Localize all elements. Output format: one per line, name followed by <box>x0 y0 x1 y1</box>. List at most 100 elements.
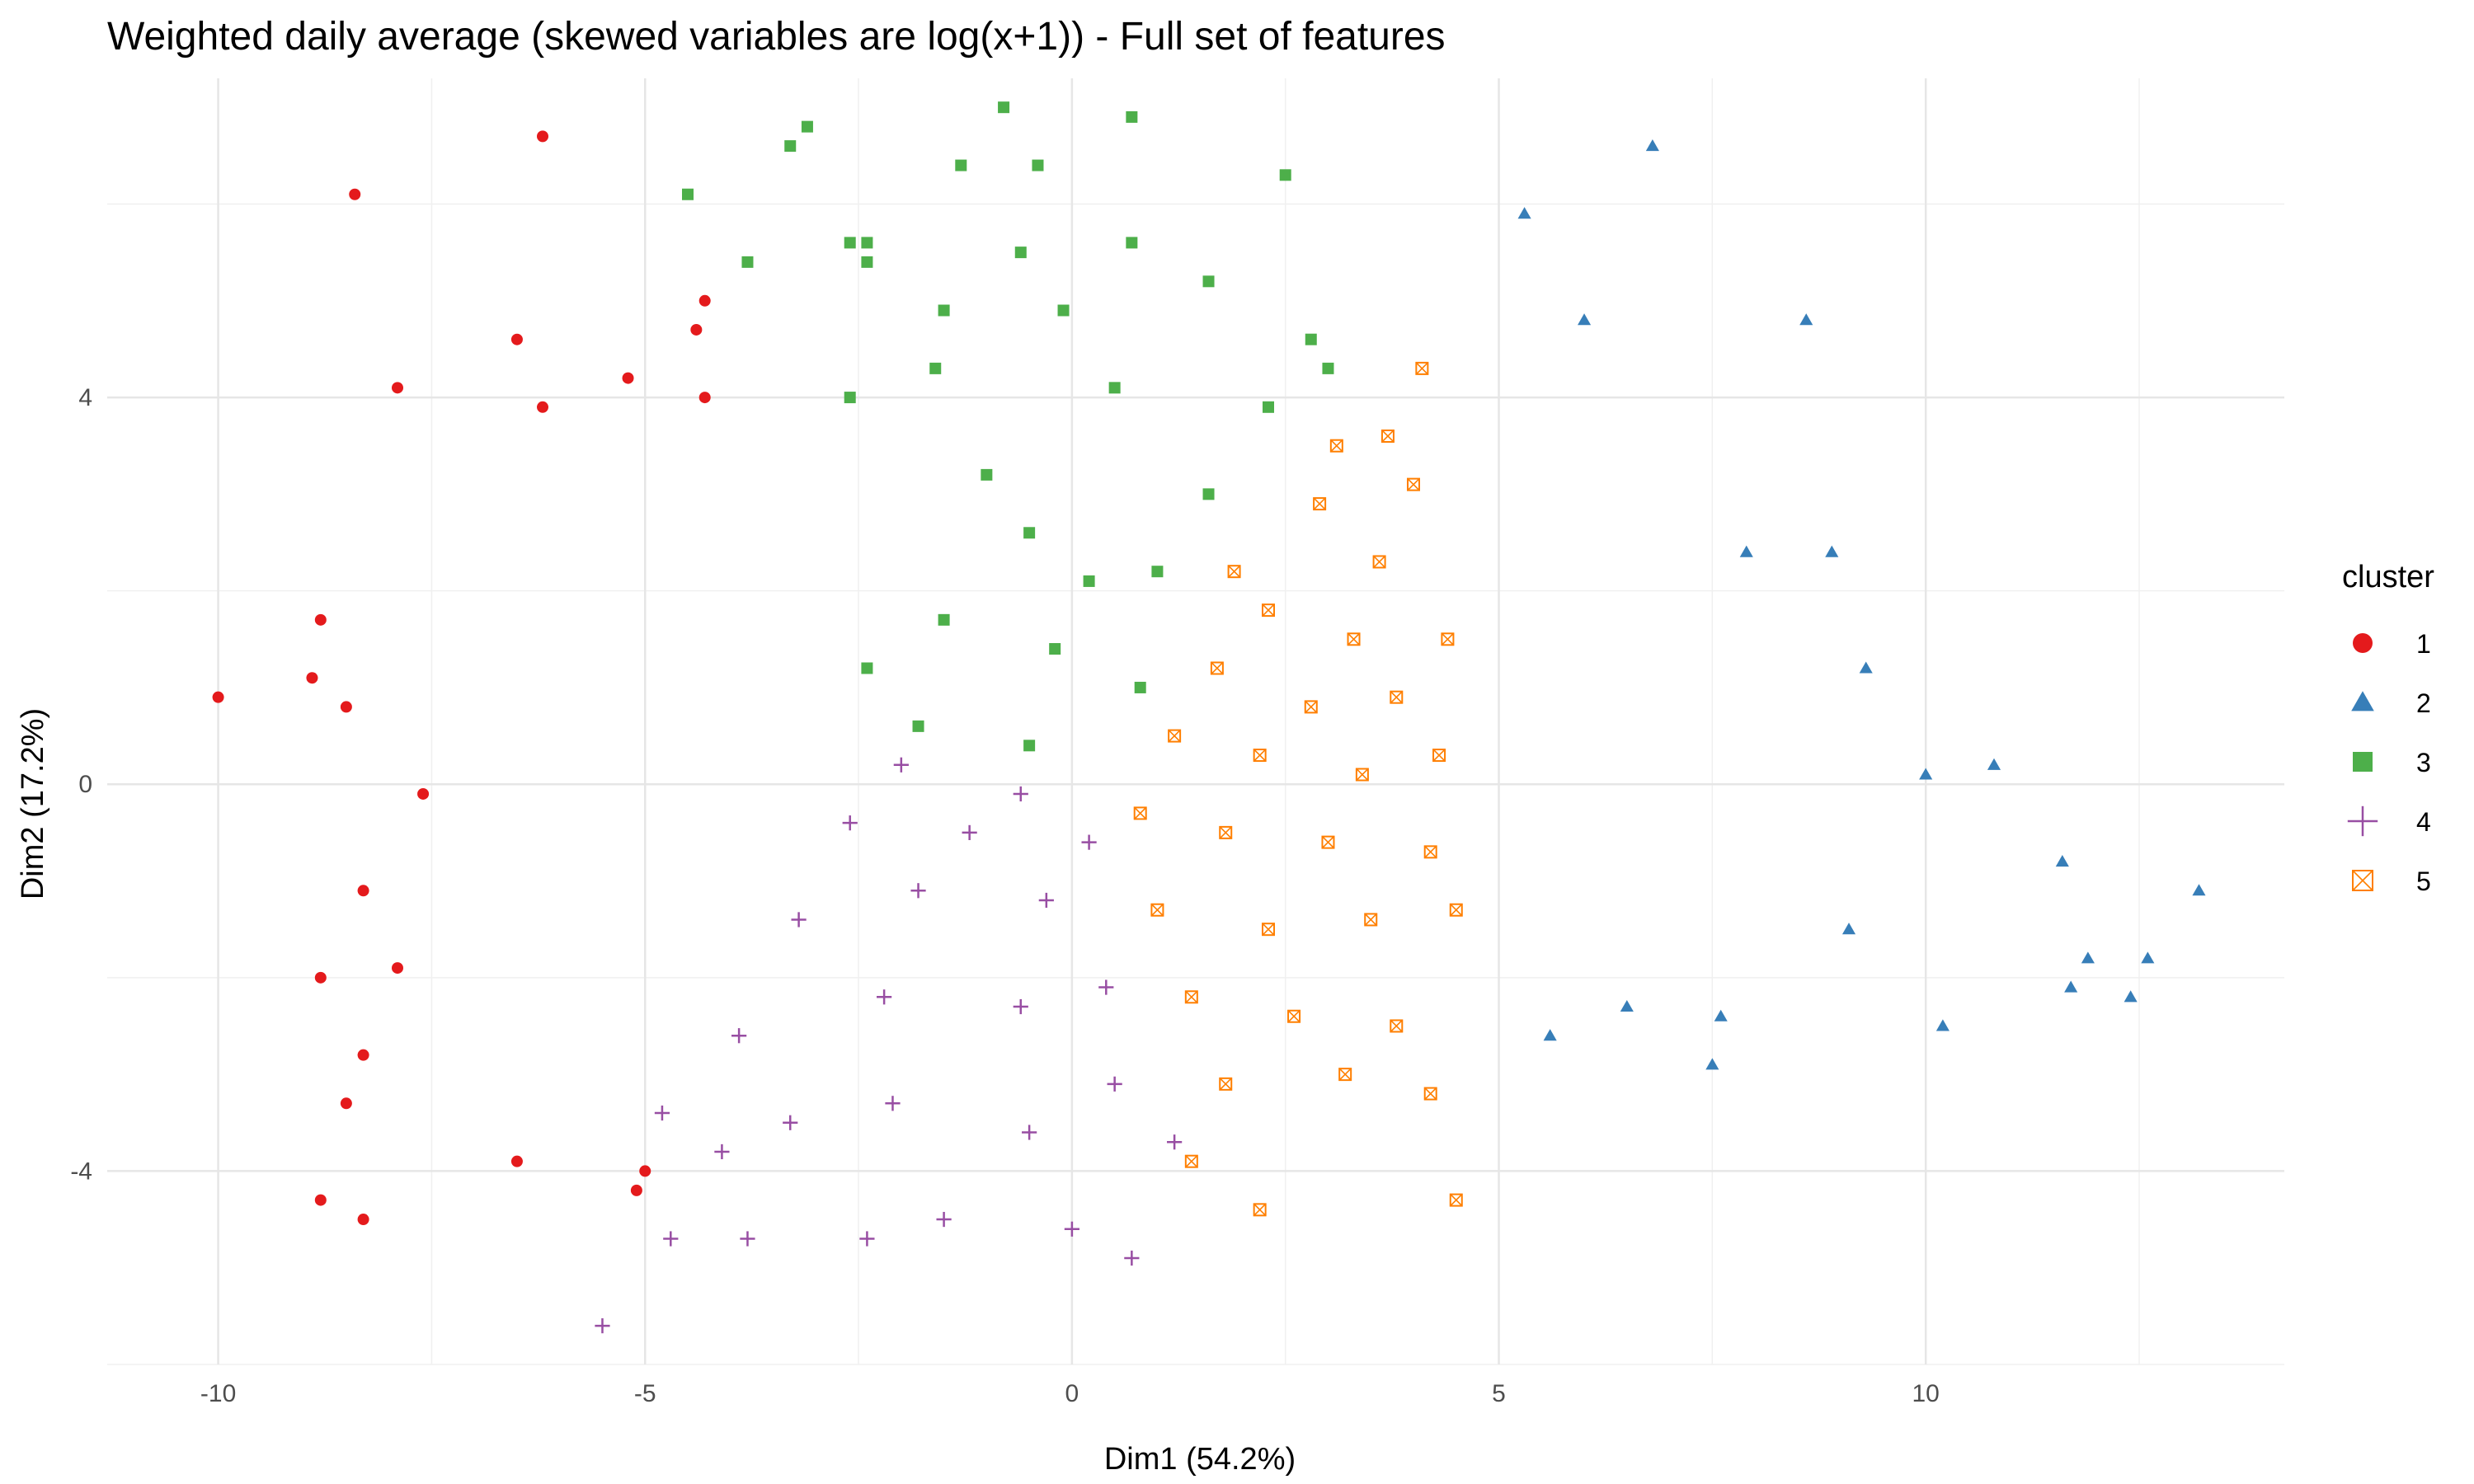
series-cluster-4 <box>595 757 1183 1334</box>
legend-item-4: 4 <box>2347 805 2431 837</box>
data-point-cluster-4 <box>1124 1250 1140 1266</box>
data-point-cluster-2 <box>1841 923 1856 935</box>
data-point-cluster-2 <box>1578 313 1592 326</box>
data-point-cluster-4 <box>1167 1134 1183 1150</box>
data-point-cluster-5 <box>1423 1087 1437 1101</box>
data-point-cluster-4 <box>1107 1076 1122 1092</box>
data-point-cluster-1 <box>698 294 711 307</box>
data-point-cluster-1 <box>314 613 327 626</box>
data-point-cluster-3 <box>861 256 873 268</box>
legend-marker-4 <box>2347 805 2378 837</box>
data-point-cluster-1 <box>357 885 369 897</box>
data-point-cluster-5 <box>1432 749 1446 763</box>
data-point-cluster-5 <box>1253 1203 1267 1217</box>
data-point-cluster-5 <box>1219 825 1233 839</box>
data-point-cluster-1 <box>306 672 318 684</box>
data-point-cluster-4 <box>1013 786 1028 802</box>
data-point-cluster-2 <box>2124 990 2138 1003</box>
data-point-cluster-3 <box>938 304 950 317</box>
legend-items: 1 2 3 4 5 <box>2347 629 2431 896</box>
data-point-cluster-3 <box>784 140 797 153</box>
data-point-cluster-1 <box>537 401 548 413</box>
data-point-cluster-4 <box>893 757 909 773</box>
data-point-cluster-3 <box>1057 304 1070 317</box>
data-point-cluster-2 <box>2192 884 2206 896</box>
data-point-cluster-1 <box>622 372 634 384</box>
data-point-cluster-5 <box>1364 913 1378 927</box>
data-point-cluster-4 <box>936 1211 952 1228</box>
data-point-cluster-4 <box>962 824 977 840</box>
data-point-cluster-3 <box>1305 333 1317 345</box>
data-point-cluster-1 <box>357 1214 369 1226</box>
data-point-cluster-1 <box>392 382 403 394</box>
data-point-cluster-2 <box>1825 545 1839 557</box>
data-point-cluster-3 <box>955 159 967 171</box>
legend-marker-2 <box>2351 691 2374 711</box>
data-point-cluster-4 <box>885 1096 901 1111</box>
legend-item-2: 2 <box>2351 688 2431 718</box>
data-point-cluster-4 <box>877 989 892 1005</box>
x-tick-label: 10 <box>1912 1380 1939 1407</box>
legend: cluster 1 2 3 4 5 <box>2342 560 2434 896</box>
data-point-cluster-5 <box>1253 749 1267 763</box>
data-point-cluster-3 <box>1151 566 1164 578</box>
data-point-cluster-5 <box>1168 729 1182 743</box>
legend-label-3: 3 <box>2416 748 2431 777</box>
data-point-cluster-4 <box>714 1144 730 1160</box>
x-tick-label: -5 <box>634 1380 656 1407</box>
data-point-cluster-5 <box>1372 555 1386 569</box>
data-point-cluster-4 <box>731 1028 747 1044</box>
data-point-cluster-1 <box>537 130 548 143</box>
data-point-cluster-5 <box>1390 1019 1404 1033</box>
data-point-cluster-5 <box>1423 845 1437 859</box>
legend-item-1: 1 <box>2353 629 2431 659</box>
data-point-cluster-4 <box>783 1115 798 1130</box>
data-point-cluster-5 <box>1347 632 1361 646</box>
legend-item-5: 5 <box>2352 866 2431 896</box>
data-point-cluster-5 <box>1449 903 1463 917</box>
legend-label-1: 1 <box>2416 629 2431 659</box>
data-point-cluster-4 <box>663 1231 679 1247</box>
legend-marker-3 <box>2353 752 2373 772</box>
data-point-cluster-3 <box>844 392 856 404</box>
legend-label-5: 5 <box>2416 866 2431 896</box>
data-point-cluster-4 <box>1098 979 1114 995</box>
data-point-cluster-2 <box>2064 980 2078 993</box>
data-point-cluster-5 <box>1449 1193 1463 1207</box>
data-point-cluster-5 <box>1262 923 1275 937</box>
data-point-cluster-3 <box>861 237 873 249</box>
data-point-cluster-1 <box>392 962 403 974</box>
chart-title: Weighted daily average (skewed variables… <box>107 15 1446 59</box>
data-point-cluster-4 <box>595 1317 610 1334</box>
data-point-cluster-3 <box>1023 740 1036 752</box>
axes: -10 -5 0 5 10 -4 0 4 <box>70 384 1940 1407</box>
data-point-cluster-4 <box>1064 1221 1079 1237</box>
data-point-cluster-2 <box>1987 758 2001 770</box>
data-point-cluster-5 <box>1313 497 1327 511</box>
x-tick-label: 5 <box>1492 1380 1506 1407</box>
data-point-cluster-2 <box>1517 207 1531 219</box>
data-point-cluster-5 <box>1219 1077 1233 1091</box>
data-point-cluster-5 <box>1321 835 1335 849</box>
data-point-cluster-5 <box>1329 439 1343 453</box>
x-tick-label: -10 <box>200 1380 236 1407</box>
data-point-cluster-3 <box>1032 159 1044 171</box>
data-point-cluster-1 <box>630 1184 642 1196</box>
x-tick-label: 0 <box>1065 1380 1079 1407</box>
data-point-cluster-4 <box>1038 892 1054 909</box>
data-point-cluster-1 <box>340 1097 352 1110</box>
data-point-cluster-3 <box>1202 488 1215 500</box>
data-point-cluster-5 <box>1184 990 1198 1004</box>
data-point-cluster-2 <box>1645 139 1659 152</box>
data-point-cluster-3 <box>1322 362 1334 374</box>
data-point-cluster-3 <box>998 101 1010 114</box>
data-point-cluster-4 <box>791 912 807 928</box>
data-point-cluster-2 <box>1620 999 1634 1012</box>
data-point-cluster-2 <box>2141 951 2155 964</box>
data-point-cluster-1 <box>314 971 327 984</box>
data-point-cluster-3 <box>1126 237 1138 249</box>
data-point-cluster-3 <box>938 613 950 626</box>
data-point-cluster-2 <box>1919 768 1933 780</box>
